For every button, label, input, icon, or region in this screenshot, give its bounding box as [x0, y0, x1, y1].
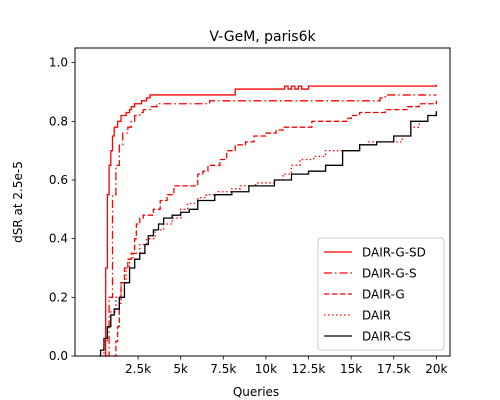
y-tick-label: 0.4 [49, 232, 68, 246]
series-line-dair-g-s [105, 94, 437, 357]
x-tick-label: 15k [340, 362, 362, 376]
y-tick-label: 0.6 [49, 173, 68, 187]
y-axis: 0.0 0.2 0.4 0.6 0.8 1.0 [49, 56, 75, 363]
x-tick-label: 12.5k [292, 362, 326, 376]
y-tick-label: 0.0 [49, 349, 68, 363]
x-axis: 2.5k 5k 7.5k 10k 12.5k 15k 17.5k 20k [125, 356, 448, 376]
x-tick-label: 5k [173, 362, 188, 376]
legend-label: DAIR-CS [362, 330, 411, 344]
x-tick-label: 2.5k [125, 362, 151, 376]
legend-label: DAIR-G [362, 288, 405, 302]
plot-area: 2.5k 5k 7.5k 10k 12.5k 15k 17.5k 20k 0.00.20.40… [49, 47, 451, 376]
y-tick-label: 0.8 [49, 114, 68, 128]
x-tick-label: 17.5k [377, 362, 411, 376]
legend-box [317, 237, 445, 351]
legend-label: DAIR-G-SD [362, 246, 426, 260]
x-tick-label: 20k [425, 362, 447, 376]
y-axis-label: dSR at 2.5e-5 [11, 161, 25, 243]
series-line-dair-cs [98, 111, 438, 357]
chart-title: V-GeM, paris6k [209, 29, 316, 45]
y-tick-label: 0.2 [49, 290, 68, 304]
x-tick-label: 10k [255, 362, 277, 376]
series-line-dair-g-sd [103, 84, 438, 357]
x-tick-label: 7.5k [210, 362, 236, 376]
legend: DAIR-G-SD DAIR-G-S DAIR-G DAIR DAIR-CS [317, 237, 445, 351]
series-line-dair-g [112, 100, 438, 357]
legend-label: DAIR [362, 309, 391, 323]
plot-frame [74, 47, 451, 357]
x-axis-label: Queries [233, 385, 279, 399]
legend-label: DAIR-G-S [362, 267, 417, 281]
series-layer [98, 84, 438, 357]
y-tick-label: 1.0 [49, 56, 68, 70]
